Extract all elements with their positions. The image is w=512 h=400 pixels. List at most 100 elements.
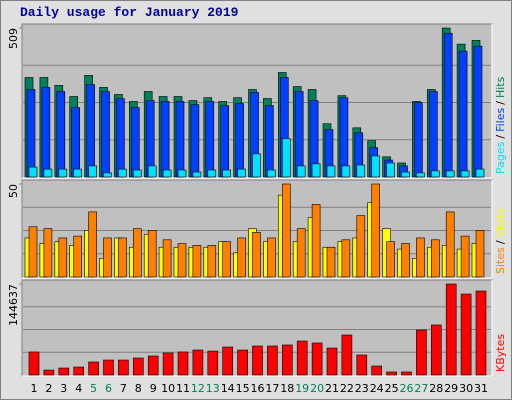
- bar: [430, 324, 442, 376]
- bar: [265, 105, 274, 178]
- bar: [103, 237, 112, 278]
- bar: [175, 101, 185, 178]
- bar: [311, 204, 321, 278]
- bar: [267, 345, 278, 376]
- bar: [294, 91, 304, 178]
- legend: Sites / Visits: [494, 208, 507, 274]
- x-tick-label: 19: [295, 382, 309, 395]
- bar: [460, 235, 470, 278]
- bar: [73, 168, 82, 178]
- bar: [118, 168, 127, 178]
- bar: [133, 228, 142, 278]
- bar: [445, 211, 455, 278]
- bar: [131, 107, 140, 178]
- x-tick-label: 22: [340, 382, 354, 395]
- legend-entry: Files: [494, 107, 507, 131]
- bar: [237, 349, 248, 376]
- bar: [430, 239, 440, 278]
- bar: [56, 91, 66, 178]
- bar: [101, 91, 110, 178]
- bar: [222, 241, 231, 278]
- x-tick-label: 28: [429, 382, 443, 395]
- bar: [341, 165, 351, 178]
- bar: [28, 351, 40, 376]
- bar: [73, 235, 82, 278]
- bar: [177, 169, 187, 178]
- bar: [371, 183, 381, 278]
- bar: [414, 102, 423, 178]
- bar: [207, 169, 217, 178]
- bar: [133, 357, 144, 376]
- bar: [237, 168, 246, 178]
- bar: [475, 230, 485, 278]
- x-tick-label: 8: [135, 382, 142, 395]
- x-tick-label: 31: [474, 382, 488, 395]
- x-tick-label: 25: [385, 382, 399, 395]
- legend-entry: Pages: [494, 141, 507, 174]
- bar: [341, 239, 351, 278]
- bar: [86, 84, 95, 178]
- bar: [267, 237, 276, 278]
- x-tick-label: 12: [191, 382, 205, 395]
- bar: [267, 169, 276, 178]
- bar: [416, 172, 425, 178]
- bar: [371, 155, 381, 178]
- bar: [103, 172, 112, 178]
- bar: [326, 246, 336, 278]
- bar: [162, 239, 172, 278]
- chart-title: Daily usage for January 2019: [20, 5, 239, 20]
- bar: [430, 170, 440, 178]
- bar: [326, 165, 336, 178]
- bar: [162, 352, 174, 376]
- bar: [26, 89, 36, 178]
- bar: [41, 87, 51, 178]
- bar: [443, 32, 453, 178]
- bar: [371, 365, 383, 376]
- x-tick-label: 10: [161, 382, 175, 395]
- x-tick-label: 1: [31, 382, 38, 395]
- x-tick-label: 24: [370, 382, 384, 395]
- x-tick-label: 11: [176, 382, 190, 395]
- bar: [43, 369, 55, 376]
- x-tick-label: 2: [45, 382, 52, 395]
- bar: [475, 290, 487, 376]
- bar: [475, 168, 485, 178]
- y-tick-label: 50: [7, 184, 20, 198]
- bar: [222, 346, 233, 376]
- bar: [177, 243, 187, 278]
- x-tick-label: 20: [310, 382, 324, 395]
- bar: [177, 351, 189, 376]
- legend-entry: KBytes: [494, 334, 507, 372]
- x-tick-label: 27: [414, 382, 428, 395]
- x-tick-label: 15: [236, 382, 250, 395]
- bar: [103, 359, 114, 376]
- x-tick-label: 18: [280, 382, 294, 395]
- legend-separator: /: [494, 240, 507, 244]
- bar: [356, 215, 366, 278]
- bar: [192, 349, 204, 376]
- bar: [147, 355, 159, 376]
- x-tick-label: 6: [105, 382, 112, 395]
- bar: [326, 347, 338, 376]
- bar: [416, 237, 425, 278]
- bar: [356, 164, 366, 178]
- bar: [118, 237, 127, 278]
- bar: [207, 245, 217, 278]
- bar: [58, 168, 68, 178]
- bar: [145, 100, 155, 178]
- bar: [147, 230, 157, 278]
- bar: [311, 163, 321, 178]
- bar: [281, 183, 291, 278]
- bar: [386, 371, 397, 376]
- bar: [88, 361, 99, 376]
- bar: [252, 232, 261, 278]
- bar: [281, 138, 291, 178]
- bar: [428, 91, 438, 178]
- bar: [43, 168, 53, 178]
- legend: Pages / Files / Hits: [494, 76, 507, 174]
- y-tick-label: 144637: [7, 284, 20, 326]
- x-tick-label: 21: [325, 382, 339, 395]
- x-tick-label: 30: [459, 382, 473, 395]
- bar: [190, 104, 200, 178]
